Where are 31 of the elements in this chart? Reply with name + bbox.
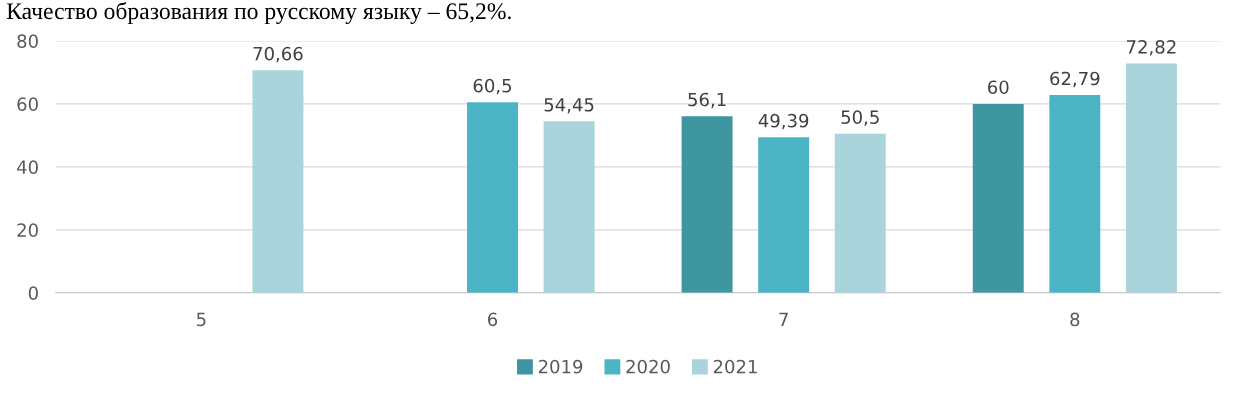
y-tick-label: 80 <box>17 34 38 49</box>
x-tick-label: 7 <box>779 312 788 326</box>
data-label: 60 <box>988 80 1009 95</box>
y-tick-label: 40 <box>17 160 38 174</box>
bar <box>1125 63 1177 293</box>
bar <box>758 137 810 293</box>
data-label: 62,79 <box>1050 71 1100 88</box>
bar <box>467 102 518 293</box>
x-tick-label: 8 <box>1070 312 1080 327</box>
data-label: 49,39 <box>758 113 809 130</box>
y-tick-label: 20 <box>17 223 38 237</box>
legend-label: 2021 <box>713 359 757 374</box>
chart-title: Качество образования по русскому языку – 65,2%. <box>6 2 511 25</box>
bar <box>252 70 304 293</box>
bar <box>834 133 886 293</box>
x-tick-label: 6 <box>488 312 498 327</box>
legend-label: 2020 <box>626 359 670 374</box>
data-label: 56,1 <box>688 92 726 109</box>
data-label: 70,66 <box>253 46 303 63</box>
data-label: 50,5 <box>841 110 879 126</box>
data-label: 54,45 <box>544 98 594 114</box>
bar <box>972 103 1024 293</box>
y-tick-label: 60 <box>17 97 38 111</box>
y-tick-label: 0 <box>28 286 38 300</box>
data-label: 72,82 <box>1127 40 1176 56</box>
data-label: 60,5 <box>473 78 512 95</box>
bar <box>543 121 595 293</box>
bar <box>681 116 733 293</box>
legend-label: 2019 <box>538 359 583 374</box>
x-tick-label: 5 <box>196 312 206 327</box>
bar <box>1049 95 1101 293</box>
